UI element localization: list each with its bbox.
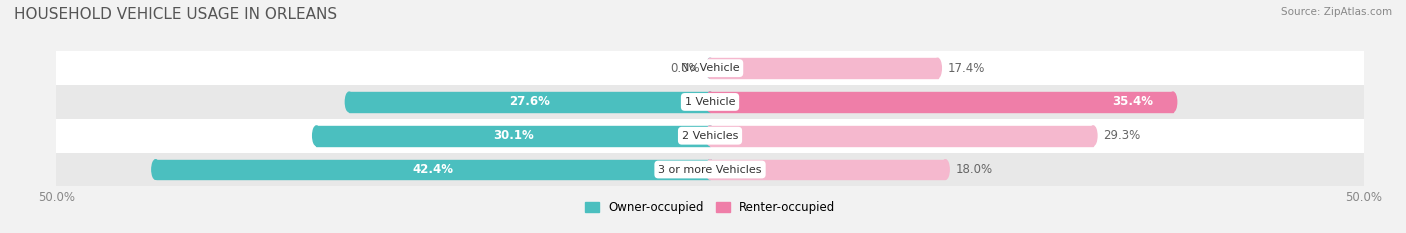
Text: 2 Vehicles: 2 Vehicles <box>682 131 738 141</box>
Bar <box>710 58 938 78</box>
Circle shape <box>706 126 714 146</box>
Bar <box>710 92 1173 112</box>
Text: 35.4%: 35.4% <box>1112 96 1153 108</box>
Bar <box>316 126 710 146</box>
Bar <box>156 160 710 179</box>
Text: 0.0%: 0.0% <box>669 62 700 75</box>
Text: 18.0%: 18.0% <box>956 163 993 176</box>
Circle shape <box>706 92 714 112</box>
Circle shape <box>152 160 159 179</box>
Text: 30.1%: 30.1% <box>494 129 534 142</box>
Text: 3 or more Vehicles: 3 or more Vehicles <box>658 164 762 175</box>
Circle shape <box>942 160 949 179</box>
Text: 27.6%: 27.6% <box>509 96 550 108</box>
Circle shape <box>706 160 714 179</box>
Circle shape <box>1090 126 1097 146</box>
Bar <box>710 160 945 179</box>
Circle shape <box>706 160 714 179</box>
Circle shape <box>1170 92 1177 112</box>
Circle shape <box>706 126 714 146</box>
Text: 29.3%: 29.3% <box>1104 129 1140 142</box>
Bar <box>56 153 1364 186</box>
Circle shape <box>312 126 321 146</box>
Circle shape <box>706 58 714 78</box>
Text: 17.4%: 17.4% <box>948 62 986 75</box>
Bar <box>56 51 1364 85</box>
Text: 42.4%: 42.4% <box>412 163 453 176</box>
Circle shape <box>706 58 714 78</box>
Text: 1 Vehicle: 1 Vehicle <box>685 97 735 107</box>
Bar <box>56 85 1364 119</box>
Bar <box>349 92 710 112</box>
Text: HOUSEHOLD VEHICLE USAGE IN ORLEANS: HOUSEHOLD VEHICLE USAGE IN ORLEANS <box>14 7 337 22</box>
Circle shape <box>934 58 942 78</box>
Text: Source: ZipAtlas.com: Source: ZipAtlas.com <box>1281 7 1392 17</box>
Bar <box>56 119 1364 153</box>
Bar <box>710 126 1092 146</box>
Legend: Owner-occupied, Renter-occupied: Owner-occupied, Renter-occupied <box>585 201 835 214</box>
Circle shape <box>346 92 353 112</box>
Circle shape <box>706 92 714 112</box>
Text: No Vehicle: No Vehicle <box>681 63 740 73</box>
